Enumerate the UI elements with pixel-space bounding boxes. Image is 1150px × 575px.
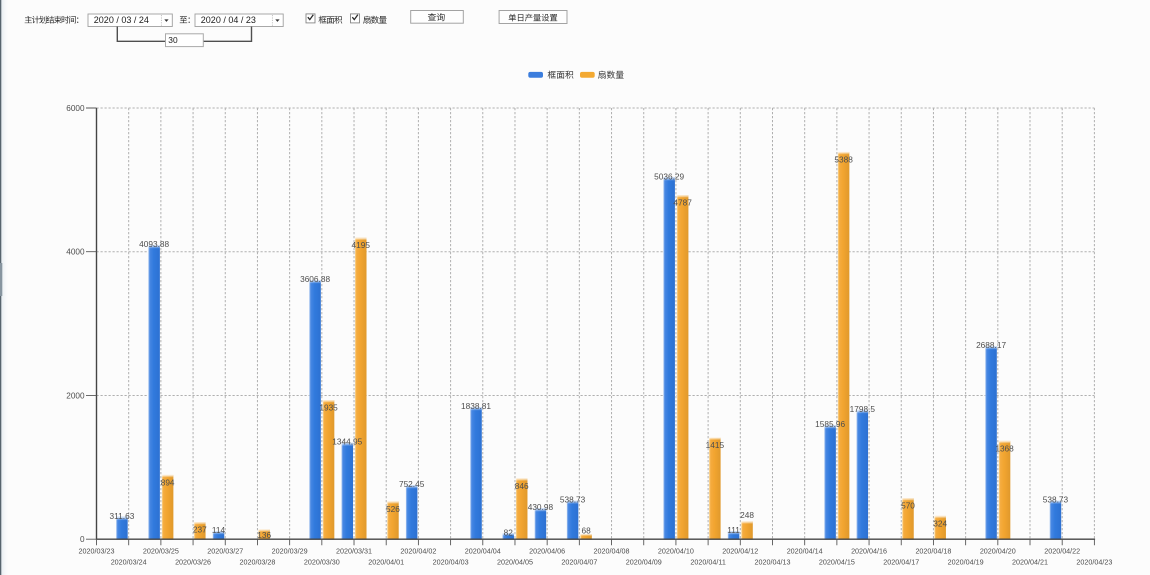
svg-text:2020/04/05: 2020/04/05 (497, 558, 533, 567)
svg-text:2020/04/13: 2020/04/13 (754, 558, 790, 567)
svg-text:538.73: 538.73 (560, 494, 586, 504)
svg-text:2020/03/25: 2020/03/25 (143, 547, 179, 556)
svg-text:2020/04/15: 2020/04/15 (819, 558, 855, 567)
svg-text:2020/04/17: 2020/04/17 (883, 558, 919, 567)
svg-text:248: 248 (740, 510, 754, 520)
svg-text:1838.81: 1838.81 (461, 401, 491, 411)
svg-text:324: 324 (933, 518, 947, 528)
svg-text:2020/04/22: 2020/04/22 (1044, 547, 1080, 556)
svg-text:30: 30 (168, 35, 178, 45)
svg-text:2020/04/18: 2020/04/18 (915, 547, 951, 556)
svg-text:1935: 1935 (319, 403, 338, 413)
svg-text:2020/03/24: 2020/03/24 (111, 558, 147, 567)
svg-text:2020/03/26: 2020/03/26 (175, 558, 211, 567)
svg-text:2020/04/03: 2020/04/03 (433, 558, 469, 567)
svg-text:5036.29: 5036.29 (654, 171, 684, 181)
svg-text:4195: 4195 (352, 240, 371, 250)
svg-text:2020/03/27: 2020/03/27 (207, 547, 243, 556)
svg-text:2020/03/28: 2020/03/28 (239, 558, 275, 567)
svg-text:6000: 6000 (66, 104, 85, 113)
svg-text:5388: 5388 (834, 154, 853, 164)
svg-text:2020/04/01: 2020/04/01 (368, 558, 404, 567)
svg-text:1368: 1368 (995, 443, 1014, 453)
svg-text:111: 111 (727, 525, 740, 535)
svg-text:752.45: 752.45 (399, 479, 425, 489)
svg-text:2020/03/31: 2020/03/31 (336, 547, 372, 556)
svg-text:2020/03/29: 2020/03/29 (272, 547, 308, 556)
svg-text:2020/04/07: 2020/04/07 (561, 558, 597, 567)
svg-text:237: 237 (193, 525, 207, 535)
svg-text:2020/03/23: 2020/03/23 (79, 547, 115, 556)
svg-text:2020/03/30: 2020/03/30 (304, 558, 340, 567)
svg-text:114: 114 (212, 525, 226, 535)
svg-text:2020/04/06: 2020/04/06 (529, 547, 565, 556)
svg-text:311.63: 311.63 (110, 511, 135, 521)
svg-text:894: 894 (161, 477, 175, 487)
svg-text:2020/04/20: 2020/04/20 (980, 547, 1016, 556)
svg-text:2020/04/23: 2020/04/23 (1076, 558, 1112, 567)
svg-text:2020/04/14: 2020/04/14 (787, 547, 823, 556)
svg-text:1798.5: 1798.5 (850, 404, 876, 414)
svg-text:2020/04/10: 2020/04/10 (658, 547, 694, 556)
svg-text:538.73: 538.73 (1043, 494, 1069, 504)
svg-text:0: 0 (80, 535, 85, 544)
svg-text:4000: 4000 (66, 248, 85, 257)
svg-text:2020/04/08: 2020/04/08 (594, 547, 630, 556)
svg-text:2020/04/21: 2020/04/21 (1012, 558, 1048, 567)
svg-text:1415: 1415 (706, 440, 725, 450)
svg-text:68: 68 (581, 525, 591, 535)
svg-text:3606.88: 3606.88 (300, 274, 330, 284)
svg-text:2020/04/16: 2020/04/16 (851, 547, 887, 556)
svg-text:1585.96: 1585.96 (815, 419, 845, 429)
svg-text:82: 82 (504, 527, 514, 537)
svg-text:2020/04/02: 2020/04/02 (400, 547, 436, 556)
svg-text:136: 136 (257, 530, 271, 540)
svg-text:4787: 4787 (673, 198, 692, 208)
svg-text:2020/04/19: 2020/04/19 (948, 558, 984, 567)
svg-text:526: 526 (386, 504, 400, 514)
svg-text:4093.88: 4093.88 (139, 239, 169, 249)
svg-text:570: 570 (901, 501, 915, 511)
svg-text:2688.17: 2688.17 (976, 340, 1006, 350)
svg-text:846: 846 (515, 481, 529, 491)
svg-text:430.98: 430.98 (528, 502, 554, 512)
svg-text:2020/04/09: 2020/04/09 (626, 558, 662, 567)
svg-text:1344.95: 1344.95 (332, 437, 362, 447)
svg-text:2020 / 04 / 23: 2020 / 04 / 23 (201, 15, 256, 25)
svg-text:2020 / 03 / 24: 2020 / 03 / 24 (94, 15, 149, 25)
svg-text:2020/04/12: 2020/04/12 (722, 547, 758, 556)
svg-text:2020/04/04: 2020/04/04 (465, 547, 501, 556)
svg-text:2000: 2000 (66, 391, 85, 400)
svg-text:2020/04/11: 2020/04/11 (690, 558, 725, 567)
